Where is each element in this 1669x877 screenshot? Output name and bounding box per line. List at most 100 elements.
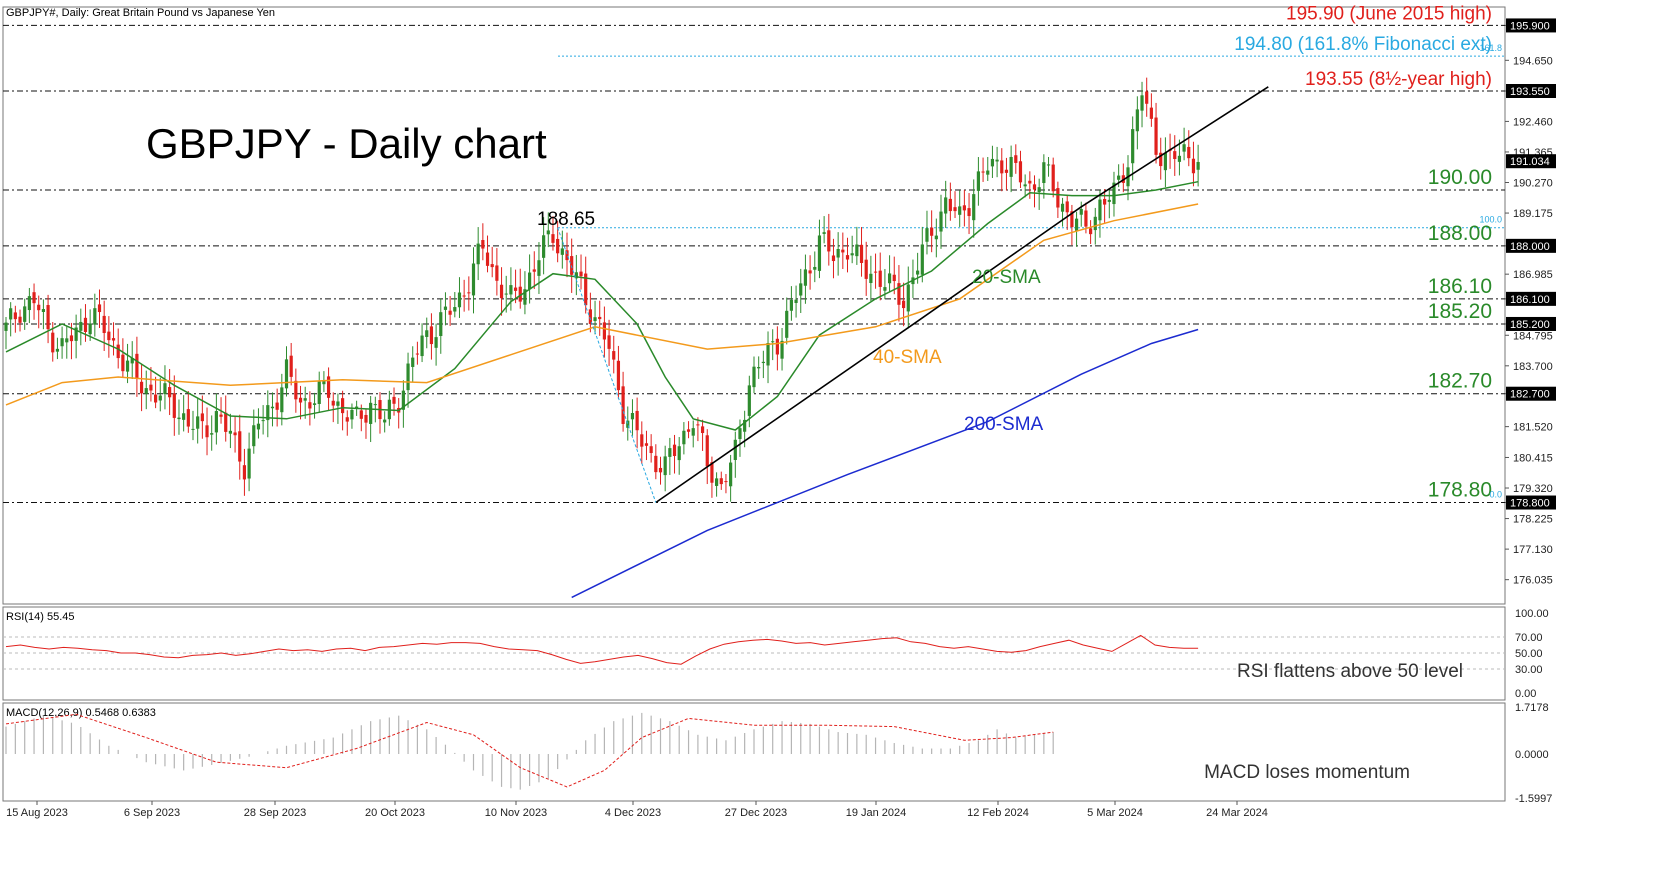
candle-body [224, 412, 228, 432]
candle-body [504, 293, 508, 295]
candle-body [196, 416, 200, 429]
candle-body [850, 253, 854, 256]
candle-body [598, 316, 602, 320]
candle-body [537, 260, 541, 276]
candle-body [1098, 199, 1102, 221]
price-tick-label: 189.175 [1513, 208, 1553, 220]
candle-body [266, 405, 270, 421]
price-tag: 186.100 [1510, 294, 1550, 306]
candle-body [200, 413, 204, 422]
candle-body [644, 443, 649, 446]
candle-body [976, 171, 980, 191]
candle-body [303, 398, 307, 401]
date-label: 28 Sep 2023 [244, 807, 306, 819]
candle-body [130, 358, 134, 364]
candle-body [256, 423, 261, 430]
candle-body [654, 455, 658, 473]
candle-body [574, 272, 578, 279]
candle-body [1028, 180, 1032, 184]
candle-body [107, 331, 111, 341]
symbol-header: GBPJPY#, Daily: Great Britain Pound vs J… [6, 7, 275, 19]
candle-body [1163, 152, 1167, 171]
candle-body [855, 244, 859, 257]
level-lines [3, 24, 1505, 504]
candle-body [1074, 218, 1079, 231]
candle-body [93, 308, 97, 325]
candle-body [789, 299, 793, 311]
chart-frames [2, 6, 1506, 802]
candle-body [691, 428, 695, 436]
candle-body [757, 367, 761, 369]
candle-body [144, 388, 148, 394]
price-tag-bg [1506, 84, 1556, 98]
candle-body [808, 270, 812, 274]
candle-body [364, 414, 368, 423]
candle-body [51, 332, 55, 353]
candle-body [1079, 208, 1083, 215]
candle-body [355, 406, 359, 409]
candle-body [238, 431, 242, 462]
price-tick-label: 192.460 [1513, 116, 1553, 128]
candle-body [275, 402, 279, 410]
price-tag-bg [1506, 495, 1556, 510]
date-label: 6 Sep 2023 [124, 807, 180, 819]
candle-body [74, 327, 78, 341]
candle-body [1051, 164, 1055, 192]
candle-body [593, 317, 597, 322]
price-tick-label: 184.795 [1513, 330, 1553, 342]
candle-body [897, 283, 901, 305]
candle-body [481, 240, 485, 249]
level-label: 185.20 [1428, 300, 1492, 323]
candle-body [696, 424, 700, 426]
candle-body [621, 386, 625, 424]
candle-body [602, 322, 606, 340]
candle-body [925, 228, 929, 242]
candle-body [1009, 156, 1013, 177]
macd-pane-frame [2, 702, 1506, 802]
price-tick-label: 178.225 [1513, 514, 1553, 526]
candle-body [902, 300, 906, 309]
candle-body [546, 230, 550, 235]
candle-body [247, 448, 251, 479]
candle-body [785, 310, 789, 338]
candle-body [724, 481, 728, 483]
date-label: 5 Mar 2024 [1087, 807, 1143, 819]
candle-body [462, 295, 466, 297]
candle-body [981, 171, 985, 173]
candle-body [252, 425, 256, 447]
candle-body [883, 287, 887, 291]
candle-body [1154, 117, 1158, 155]
candle-body [962, 205, 966, 211]
candle-body [429, 326, 434, 345]
candle-body [406, 363, 410, 391]
price-tag: 193.550 [1510, 86, 1550, 98]
candle-body [154, 394, 158, 403]
fib-retracement-line [557, 227, 657, 503]
candle-body [887, 273, 892, 284]
candle-body [4, 322, 8, 331]
candle-body [415, 353, 419, 355]
candle-body [453, 307, 457, 312]
candle-body [425, 330, 429, 337]
series-line [655, 86, 1269, 504]
candle-body [944, 197, 948, 214]
candle-body [392, 396, 396, 404]
macd-tick-label: 1.7178 [1515, 702, 1549, 714]
candle-body [990, 158, 995, 167]
series-line [5, 180, 1199, 431]
date-axis: 15 Aug 2023 6 Sep 2023 28 Sep 2023 20 Oct 2… [6, 801, 1268, 819]
candle-body [551, 234, 555, 243]
candle-body [878, 270, 882, 287]
candle-body [733, 439, 737, 460]
candle-body [1000, 160, 1004, 174]
candle-body [640, 434, 644, 447]
level-label: 193.55 (8½-year high) [1305, 69, 1492, 90]
candle-body [841, 249, 845, 253]
price-tag-bg [1506, 386, 1556, 401]
current-price: 191.034 [1510, 156, 1550, 168]
level-label: 178.80 [1428, 479, 1492, 502]
candle-body [383, 419, 387, 423]
candle-body [1135, 109, 1139, 132]
candle-body [715, 478, 719, 486]
candle-body [79, 321, 83, 331]
